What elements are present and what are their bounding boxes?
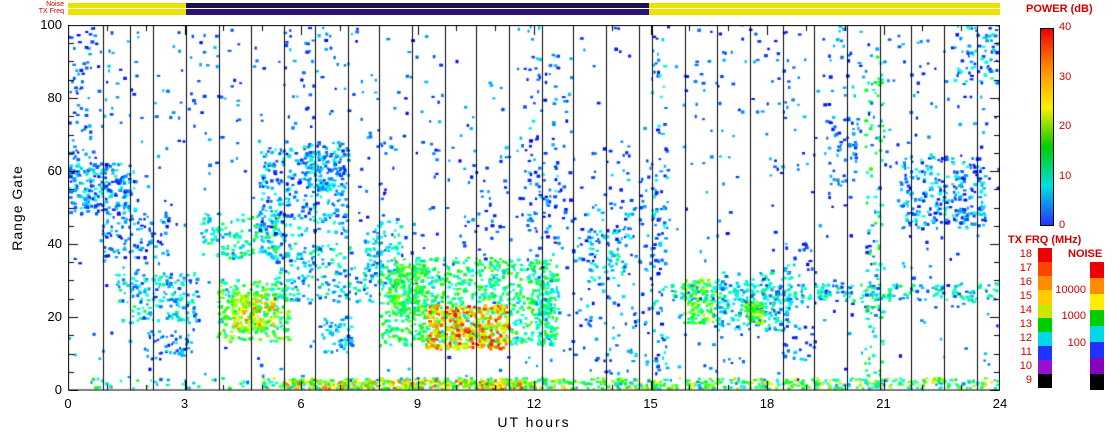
- power-colorbar-tick-label: 20: [1059, 120, 1072, 132]
- noise-colorbar-block: [1090, 358, 1104, 374]
- txfrq-colorbar-block: [1038, 248, 1052, 262]
- noise-strip-label: Noise: [46, 1, 64, 8]
- txfrq-colorbar-block: [1038, 374, 1052, 388]
- txfreq-strip-segment: [648, 9, 1000, 15]
- txfrq-colorbar-tick-label: 12: [1019, 332, 1032, 344]
- power-colorbar-tick-label: 40: [1059, 21, 1072, 33]
- txfrq-colorbar-title: TX FRQ (MHz): [1008, 234, 1082, 246]
- power-colorbar-title: POWER (dB): [1026, 3, 1093, 15]
- txfrq-colorbar-tick-label: 14: [1019, 304, 1032, 316]
- txfrq-colorbar-block: [1038, 276, 1052, 290]
- y-tick-label: 80: [47, 90, 62, 105]
- txfrq-colorbar-tick-label: 17: [1019, 262, 1032, 274]
- x-tick-label: 15: [643, 396, 658, 411]
- txfrq-colorbar-block: [1038, 290, 1052, 304]
- x-tick-label: 3: [180, 396, 189, 411]
- noise-strip: [68, 3, 1000, 8]
- noise-colorbar-block: [1090, 310, 1104, 326]
- y-tick-label: 20: [47, 309, 62, 324]
- txfrq-colorbar-block: [1038, 262, 1052, 276]
- noise-strip-segment: [186, 3, 649, 8]
- noise-colorbar-block: [1090, 262, 1104, 278]
- noise-colorbar-block: [1090, 278, 1104, 294]
- txfreq-strip: [68, 9, 1000, 15]
- noise-colorbar-tick-label: 1000: [1061, 309, 1086, 322]
- power-colorbar-tick-label: 0: [1059, 219, 1066, 231]
- y-tick-label: 60: [47, 163, 62, 178]
- txfrq-colorbar-block: [1038, 360, 1052, 374]
- noise-colorbar-block: [1090, 374, 1104, 390]
- power-colorbar-tick-label: 10: [1059, 169, 1072, 182]
- noise-colorbar-block: [1090, 294, 1104, 310]
- y-tick-label: 100: [40, 17, 62, 32]
- txfreq-strip-segment: [186, 9, 649, 15]
- y-tick-label: 40: [47, 236, 62, 251]
- x-tick-label: 0: [64, 396, 72, 411]
- txfrq-colorbar-tick-label: 9: [1025, 374, 1032, 386]
- y-tick-label: 0: [54, 382, 62, 397]
- txfrq-colorbar-tick-label: 13: [1019, 318, 1032, 330]
- x-tick-label: 6: [297, 396, 305, 411]
- x-tick-label: 18: [759, 396, 775, 411]
- noise-colorbar-title: NOISE: [1068, 248, 1103, 260]
- noise-colorbar-tick-label: 100: [1067, 336, 1086, 349]
- noise-colorbar-block: [1090, 342, 1104, 358]
- noise-colorbar-tick-label: 10000: [1055, 284, 1086, 297]
- x-tick-label: 24: [992, 396, 1008, 411]
- txfrq-colorbar-block: [1038, 346, 1052, 360]
- power-colorbar: [1040, 28, 1054, 226]
- noise-colorbar-block: [1090, 326, 1104, 342]
- x-axis-title: UT hours: [497, 414, 571, 430]
- txfrq-colorbar-tick-label: 11: [1020, 346, 1032, 358]
- txfrq-colorbar-tick-label: 16: [1019, 276, 1032, 288]
- txfrq-colorbar-block: [1038, 304, 1052, 318]
- noise-strip-segment: [68, 3, 187, 8]
- txfrq-colorbar-tick-label: 15: [1019, 290, 1032, 302]
- x-tick-label: 9: [413, 396, 422, 411]
- txfreq-strip-label: TX Freq: [38, 8, 64, 15]
- txfrq-colorbar-tick-label: 18: [1019, 248, 1032, 260]
- power-colorbar-tick-label: 30: [1059, 70, 1072, 83]
- txfrq-colorbar-block: [1038, 332, 1052, 346]
- txfrq-colorbar-tick-label: 10: [1019, 360, 1032, 372]
- rti-plot-canvas: [68, 25, 1000, 391]
- txfreq-strip-segment: [68, 9, 187, 15]
- txfrq-colorbar-block: [1038, 318, 1052, 332]
- x-tick-label: 12: [526, 396, 542, 411]
- noise-strip-segment: [648, 3, 1000, 8]
- x-tick-label: 21: [876, 396, 891, 411]
